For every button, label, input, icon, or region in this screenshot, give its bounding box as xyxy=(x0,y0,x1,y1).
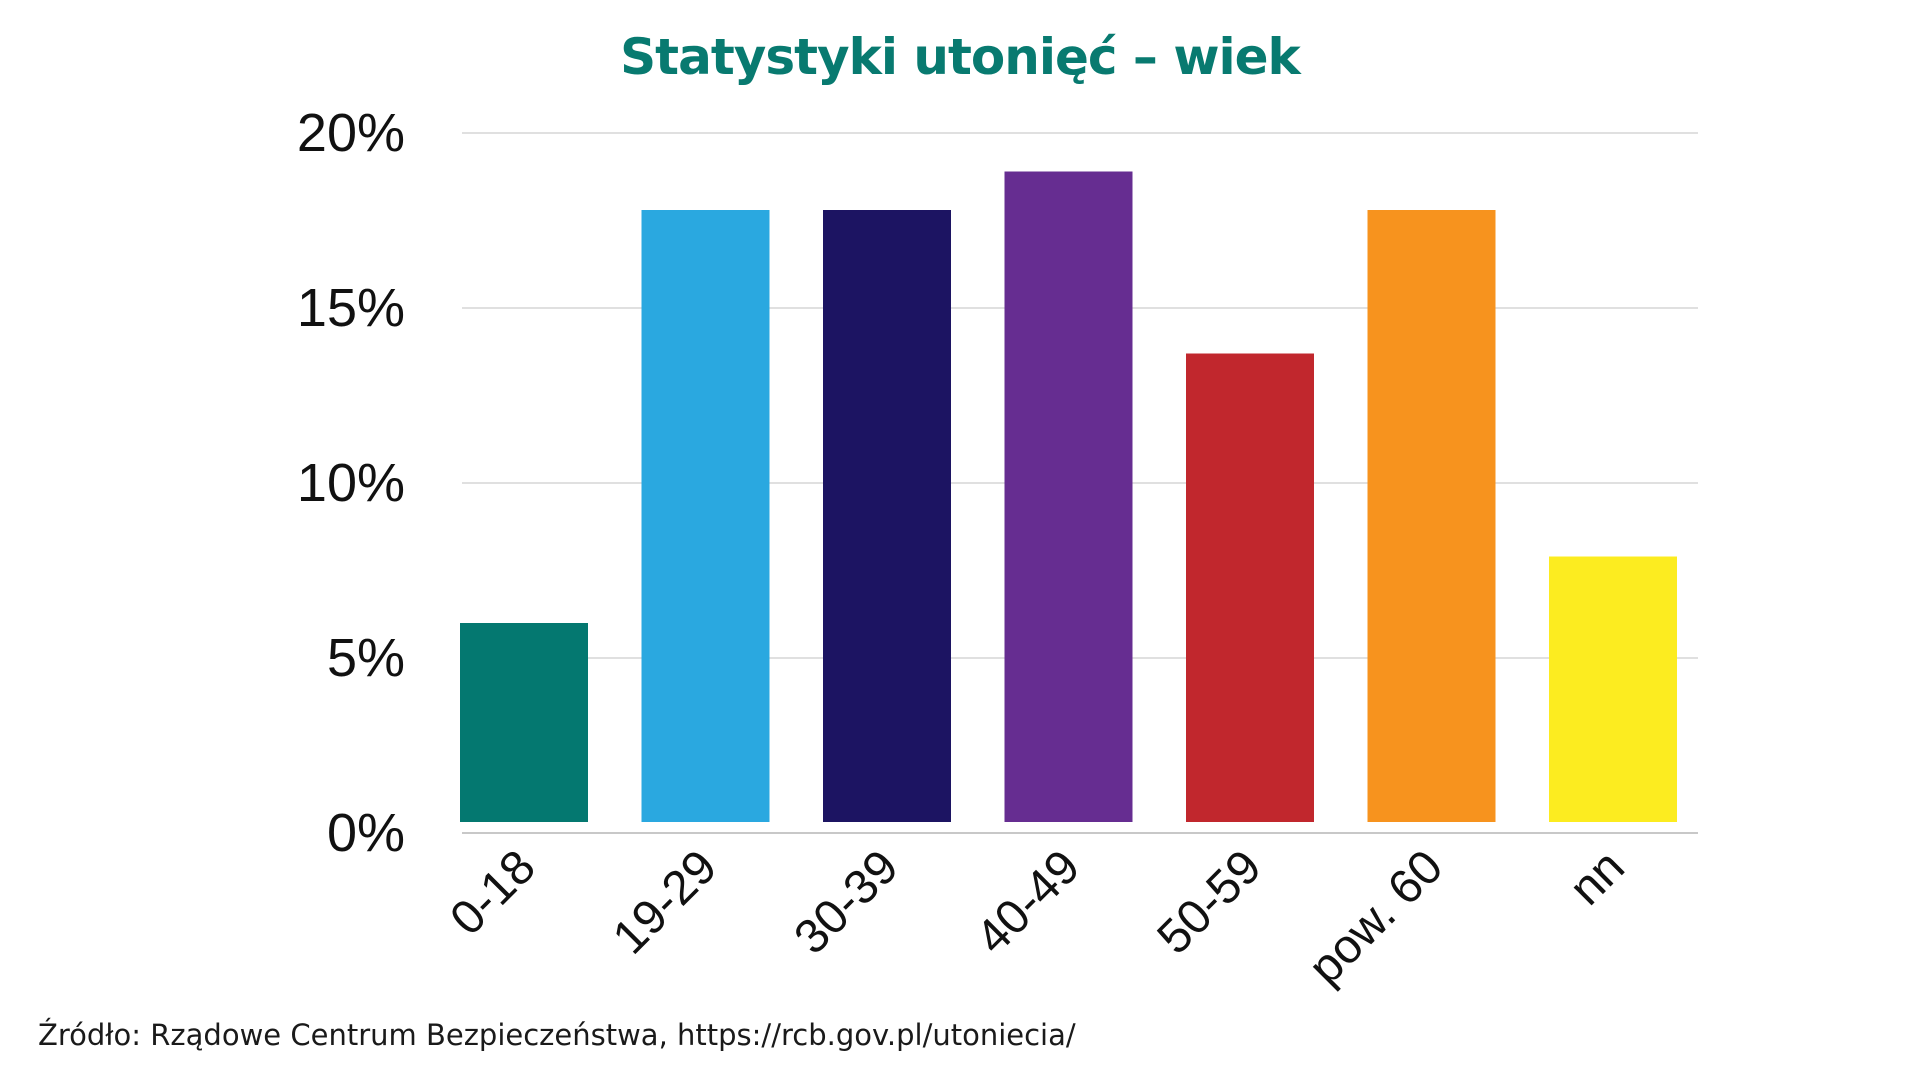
y-tick-label: 20% xyxy=(297,103,405,163)
chart-title: Statystyki utonięć – wiek xyxy=(620,28,1301,86)
y-tick-label: 5% xyxy=(327,628,405,688)
x-tick-label: pow. 60 xyxy=(1299,840,1453,994)
bar-30-39 xyxy=(823,210,951,822)
bars xyxy=(460,171,1677,822)
x-tick-label: 0-18 xyxy=(440,840,545,945)
x-tick-label: 50-59 xyxy=(1147,840,1271,964)
x-tick-label: 30-39 xyxy=(784,840,908,964)
x-tick-label: nn xyxy=(1560,840,1635,915)
bar-40-49 xyxy=(1004,171,1133,822)
y-tick-label: 15% xyxy=(297,278,405,338)
y-tick-label: 10% xyxy=(297,453,405,513)
bar-pow-60 xyxy=(1367,210,1496,822)
x-tick-label: 40-49 xyxy=(966,840,1090,964)
y-tick-label: 0% xyxy=(327,803,405,863)
bar-50-59 xyxy=(1186,353,1314,822)
x-axis-tick-labels: 0-18 19-29 30-39 40-49 50-59 pow. 60 nn xyxy=(440,840,1634,994)
bar-19-29 xyxy=(641,210,770,822)
x-tick-label: 19-29 xyxy=(603,840,727,964)
source-note: Źródło: Rządowe Centrum Bezpieczeństwa, … xyxy=(38,1018,1076,1052)
bar-nn xyxy=(1549,556,1677,822)
y-axis-tick-labels: 0% 5% 10% 15% 20% xyxy=(297,103,405,863)
bar-0-18 xyxy=(460,623,588,822)
